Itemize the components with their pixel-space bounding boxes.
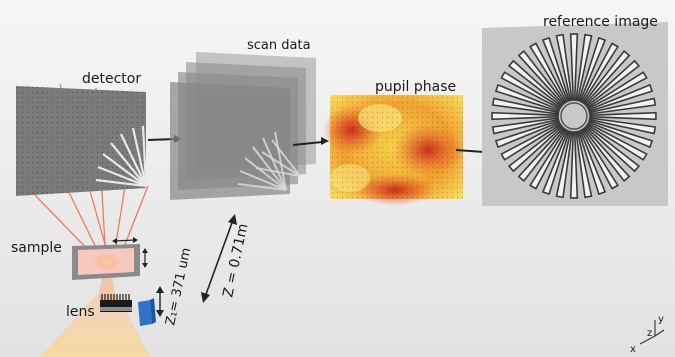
siemens-star-spoke [569, 131, 579, 199]
reference-image-panel [482, 22, 668, 206]
siemens-star-spoke [491, 97, 560, 115]
scan-data-stack [170, 52, 316, 200]
siemens-star-spoke [587, 119, 654, 149]
siemens-star-spoke [588, 97, 657, 115]
siemens-star-spoke [584, 124, 641, 173]
siemens-star-spoke [577, 129, 607, 196]
siemens-star-spoke [491, 117, 560, 135]
siemens-star-spoke [507, 59, 564, 108]
siemens-star-spoke [586, 71, 648, 110]
siemens-star-spoke [500, 122, 562, 161]
siemens-star-spoke [541, 129, 571, 196]
siemens-star-spoke [584, 59, 641, 108]
siemens-star-spoke [580, 42, 619, 104]
siemens-star-spoke [582, 126, 631, 183]
siemens-star-spoke [588, 117, 657, 135]
coordinate-axes [639, 320, 665, 345]
scan-data-label: scan data [247, 38, 311, 53]
detector-spoke-pattern [95, 125, 148, 188]
z-dimension-arrow [201, 214, 237, 303]
siemens-star-spoke [575, 130, 593, 199]
pupil-phase-map [322, 95, 464, 206]
siemens-star-spoke [575, 33, 593, 102]
siemens-star-spoke [541, 36, 571, 103]
axis-z-label: z [647, 328, 652, 339]
siemens-star-spoke [589, 111, 657, 121]
axis-x-label: x [630, 344, 636, 355]
axis-y-label: y [658, 314, 664, 325]
siemens-star-spoke [517, 49, 566, 106]
pupil-phase-label: pupil phase [375, 79, 456, 95]
detector-label: detector [82, 71, 141, 87]
zone-plate-lens [100, 294, 156, 326]
siemens-star-spoke [500, 71, 562, 110]
sample-holder [72, 237, 148, 280]
siemens-star-spoke [555, 33, 573, 102]
siemens-star-spoke [582, 49, 631, 106]
z1-dimension-arrow [156, 286, 164, 317]
sample-label: sample [11, 240, 62, 256]
siemens-star [491, 33, 657, 199]
siemens-star-spoke [494, 119, 561, 149]
siemens-star-spoke [507, 124, 564, 173]
siemens-star-spoke [580, 128, 619, 190]
siemens-star-spoke [529, 42, 568, 104]
siemens-star-spoke [577, 36, 607, 103]
lens-label: lens [66, 304, 95, 320]
reference-image-label: reference image [543, 14, 658, 30]
siemens-star-spoke [569, 33, 579, 101]
siemens-star-spoke [494, 83, 561, 113]
siemens-star-spoke [491, 111, 559, 121]
arrow-scan-to-pupil [292, 137, 329, 146]
siemens-star-spoke [517, 126, 566, 183]
siemens-star-spoke [555, 130, 573, 199]
siemens-star-spoke [529, 128, 568, 190]
siemens-star-spoke [586, 122, 648, 161]
detector-panel [16, 86, 148, 196]
siemens-star-spoke [587, 83, 654, 113]
